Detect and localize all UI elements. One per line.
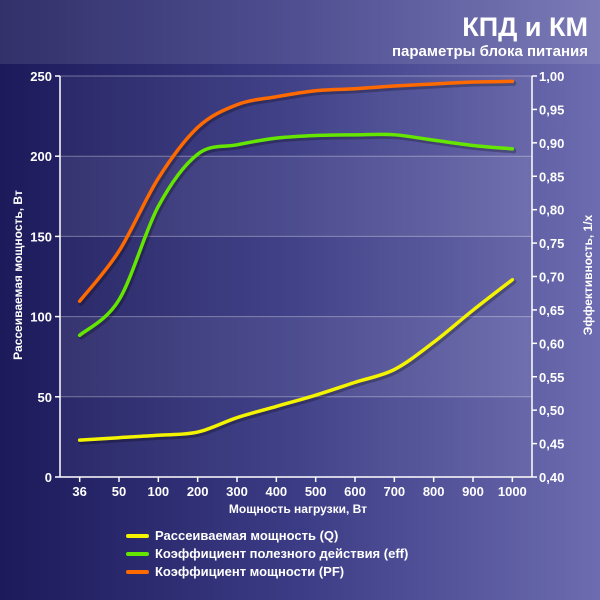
right-tick-label: 0,75 (539, 236, 564, 251)
x-tick-label: 800 (423, 484, 445, 499)
series-lines (77, 79, 517, 445)
x-axis-title: Мощность нагрузки, Вт (229, 502, 367, 516)
plot-band (60, 316, 532, 397)
right-tick-label: 0,65 (539, 303, 564, 318)
series-line-q (77, 277, 515, 442)
right-axis-title: Эффективность, 1/х (581, 214, 595, 335)
left-tick-label: 250 (30, 69, 52, 84)
left-tick-label: 100 (30, 310, 52, 325)
left-axis-ticks: 0 50 100 150 200 250 (30, 69, 60, 485)
right-tick-label: 0,80 (539, 203, 564, 218)
plot-background (60, 76, 532, 477)
left-tick-label: 50 (38, 390, 52, 405)
series-line-eff (77, 132, 515, 338)
series-line-shadow (78, 279, 517, 445)
left-axis-title: Рассеиваемая мощность, Вт (11, 190, 25, 360)
x-tick-label: 50 (112, 484, 126, 499)
x-tick-label: 36 (72, 484, 86, 499)
right-tick-label: 0,55 (539, 370, 564, 385)
plot-band (60, 156, 532, 237)
chart-title: КПД и КМ (462, 12, 588, 42)
right-axis-ticks: 0,40 0,45 0,50 0,55 0,60 0,65 0,70 0,75 0,80 0,85… (532, 69, 564, 485)
title-banner (0, 0, 600, 64)
right-tick-label: 0,70 (539, 270, 564, 285)
x-tick-label: 100 (147, 484, 169, 499)
x-tick-label: 600 (344, 484, 366, 499)
legend-label: Коэффициент полезного действия (eff) (155, 546, 408, 561)
x-tick-label: 700 (383, 484, 405, 499)
x-tick-label: 900 (462, 484, 484, 499)
right-tick-label: 0,90 (539, 136, 564, 151)
right-tick-label: 0,45 (539, 437, 564, 452)
legend: Рассеиваемая мощность (Q) Коэффициент пол… (126, 528, 408, 579)
right-tick-label: 0,40 (539, 470, 564, 485)
right-tick-label: 0,50 (539, 403, 564, 418)
series-line-pf (77, 79, 515, 303)
series-line-shadow (78, 133, 517, 340)
chart-subtitle: параметры блока питания (392, 43, 588, 60)
right-tick-label: 0,60 (539, 336, 564, 351)
x-tick-label: 300 (226, 484, 248, 499)
legend-label: Коэффициент мощности (PF) (155, 564, 344, 579)
x-axis-ticks: 36 50 100 200 300 400 500 600 700 800 900 1000 (72, 477, 527, 499)
left-tick-label: 200 (30, 149, 52, 164)
left-tick-label: 150 (30, 229, 52, 244)
series-line-shadow (78, 80, 517, 306)
x-tick-label: 1000 (498, 484, 527, 499)
right-tick-label: 0,95 (539, 102, 564, 117)
right-tick-label: 0,85 (539, 169, 564, 184)
left-tick-label: 0 (45, 470, 52, 485)
right-tick-label: 1,00 (539, 69, 564, 84)
x-tick-label: 400 (265, 484, 287, 499)
x-tick-label: 500 (305, 484, 327, 499)
legend-label: Рассеиваемая мощность (Q) (155, 528, 338, 543)
x-tick-label: 200 (187, 484, 209, 499)
